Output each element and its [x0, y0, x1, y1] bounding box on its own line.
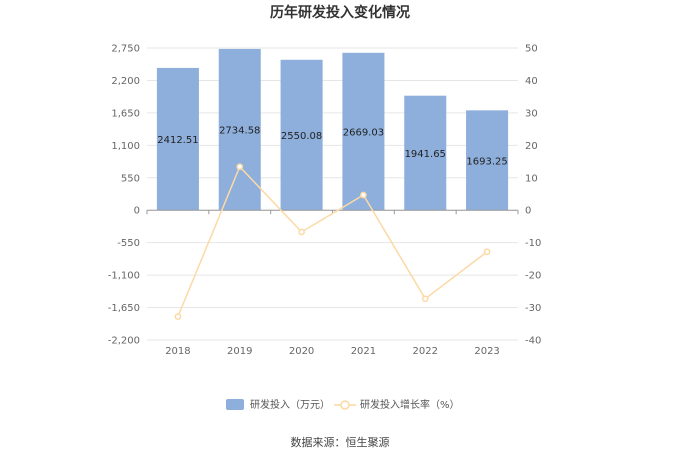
- right-tick-label: 50: [525, 44, 538, 55]
- bar-value-label: 2669.03: [343, 127, 384, 138]
- legend-line-label: 研发投入增长率（%）: [360, 398, 460, 411]
- x-tick-label: 2022: [413, 346, 438, 357]
- line-point[interactable]: [298, 228, 305, 236]
- line-point[interactable]: [174, 313, 182, 320]
- left-tick-label: -1,650: [108, 303, 140, 314]
- line-point[interactable]: [360, 191, 367, 199]
- bar[interactable]: [466, 110, 509, 211]
- right-tick-label: -20: [525, 271, 541, 282]
- growth-line: [177, 165, 488, 317]
- right-tick-label: -10: [525, 238, 541, 249]
- left-tick-label: 1,650: [111, 108, 140, 119]
- bar-value-label: 1693.25: [466, 156, 507, 167]
- bar[interactable]: [218, 48, 261, 211]
- left-tick-label: -550: [117, 238, 140, 249]
- x-tick-label: 2019: [227, 346, 252, 357]
- bar-value-label: 2734.58: [219, 126, 260, 137]
- bar-data-labels: 2412.51 2734.58 2550.08 2669.03 1941.65 1693.…: [157, 126, 508, 168]
- legend[interactable]: 研发投入（万元） 研发投入增长率（%）: [226, 398, 460, 411]
- bar[interactable]: [156, 67, 199, 211]
- right-tick-label: 0: [525, 206, 531, 217]
- bar[interactable]: [342, 52, 385, 211]
- right-tick-label: 40: [525, 76, 538, 87]
- data-source: 数据来源：恒生聚源: [291, 435, 390, 449]
- line-series: [174, 163, 491, 320]
- bar[interactable]: [404, 95, 447, 211]
- x-tick-label: 2018: [165, 346, 190, 357]
- chart-title: 历年研发投入变化情况: [270, 4, 410, 21]
- left-tick-label: 2,750: [111, 44, 140, 55]
- left-tick-label: 0: [134, 206, 140, 217]
- bar[interactable]: [280, 59, 323, 211]
- right-tick-label: 20: [525, 141, 538, 152]
- x-axis: 2018 2019 2020 2021 2022 2023: [146, 210, 519, 357]
- bar-value-label: 2550.08: [281, 131, 322, 142]
- right-axis: -40 -30 -20 -10 0 10 20 30 40 50: [525, 44, 541, 347]
- bar-series: [156, 48, 509, 211]
- line-point[interactable]: [236, 163, 244, 171]
- legend-line-marker: [340, 400, 350, 410]
- right-tick-label: 10: [525, 173, 538, 184]
- legend-bar-label: 研发投入（万元）: [250, 398, 330, 411]
- left-axis: -2,200 -1,650 -1,100 -550 0 550 1,100 1,650 2,20…: [108, 44, 140, 347]
- right-tick-label: 30: [525, 108, 538, 119]
- left-tick-label: -1,100: [108, 271, 140, 282]
- x-tick-label: 2021: [351, 346, 376, 357]
- bar-value-label: 2412.51: [157, 135, 198, 146]
- right-tick-label: -30: [525, 303, 541, 314]
- bar-value-label: 1941.65: [405, 149, 446, 160]
- left-tick-label: 2,200: [111, 76, 140, 87]
- gridlines: [147, 47, 518, 341]
- x-tick-label: 2020: [289, 346, 314, 357]
- x-tick-label: 2023: [474, 346, 499, 357]
- left-tick-label: 1,100: [111, 141, 140, 152]
- legend-bar-swatch: [226, 399, 244, 410]
- right-tick-label: -40: [525, 336, 541, 347]
- left-tick-label: 550: [121, 173, 140, 184]
- line-point[interactable]: [421, 295, 429, 303]
- left-tick-label: -2,200: [108, 336, 140, 347]
- line-point[interactable]: [483, 248, 491, 256]
